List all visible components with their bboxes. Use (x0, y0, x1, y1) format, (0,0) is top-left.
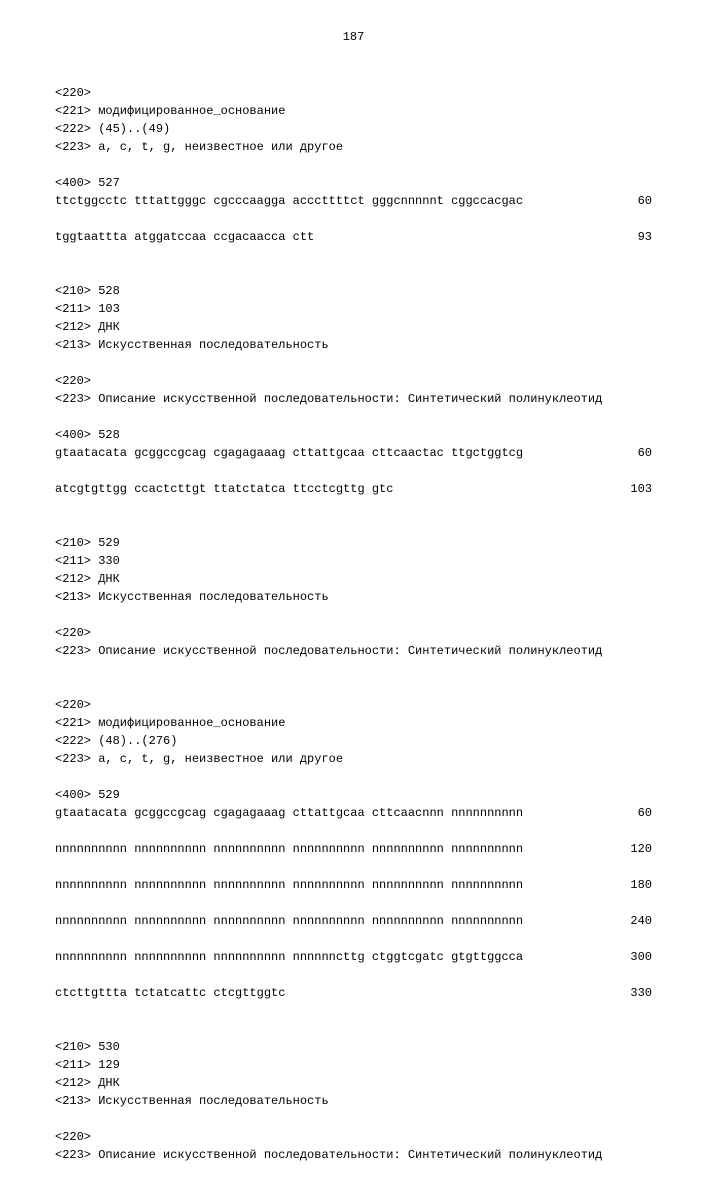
sequence-text: gtaatacata gcggccgcag cgagagaaag cttattg… (55, 444, 523, 462)
blank-line (55, 678, 652, 696)
blank-line (55, 1110, 652, 1128)
text-line: <211> 103 (55, 300, 652, 318)
blank-line (55, 1002, 652, 1020)
sequence-position: 103 (610, 480, 652, 498)
text-line: <221> модифицированное_основание (55, 714, 652, 732)
sequence-row: nnnnnnnnnn nnnnnnnnnn nnnnnnnnnn nnnnnnn… (55, 876, 652, 894)
sequence-text: ctcttgttta tctatcattc ctcgttggtc (55, 984, 285, 1002)
text-line: <210> 528 (55, 282, 652, 300)
sequence-row: nnnnnnnnnn nnnnnnnnnn nnnnnnnnnn nnnnnnn… (55, 912, 652, 930)
text-line: <400> 527 (55, 174, 652, 192)
sequence-position: 60 (618, 804, 652, 822)
sequence-text: nnnnnnnnnn nnnnnnnnnn nnnnnnnnnn nnnnnnn… (55, 840, 523, 858)
text-line: <213> Искусственная последовательность (55, 1092, 652, 1110)
text-line: <211> 330 (55, 552, 652, 570)
sequence-text: nnnnnnnnnn nnnnnnnnnn nnnnnnnnnn nnnnnnn… (55, 876, 523, 894)
text-line: <212> ДНК (55, 570, 652, 588)
text-line: <223> a, c, t, g, неизвестное или другое (55, 750, 652, 768)
text-line: <400> 528 (55, 426, 652, 444)
blank-line (55, 768, 652, 786)
text-line: <211> 129 (55, 1056, 652, 1074)
sequence-text: ttctggcctc tttattgggc cgcccaagga acccttt… (55, 192, 523, 210)
text-line: <210> 530 (55, 1038, 652, 1056)
blank-line (55, 894, 652, 912)
blank-line (55, 930, 652, 948)
text-line: <222> (48)..(276) (55, 732, 652, 750)
sequence-listing-body: <220><221> модифицированное_основание<22… (55, 84, 652, 1164)
text-line: <223> Описание искусственной последовате… (55, 390, 652, 408)
text-line: <222> (45)..(49) (55, 120, 652, 138)
text-line: <223> Описание искусственной последовате… (55, 642, 652, 660)
text-line: <221> модифицированное_основание (55, 102, 652, 120)
sequence-position: 120 (610, 840, 652, 858)
blank-line (55, 660, 652, 678)
sequence-row: nnnnnnnnnn nnnnnnnnnn nnnnnnnnnn nnnnnnn… (55, 840, 652, 858)
text-line: <220> (55, 696, 652, 714)
sequence-text: tggtaattta atggatccaa ccgacaacca ctt (55, 228, 314, 246)
text-line: <210> 529 (55, 534, 652, 552)
blank-line (55, 156, 652, 174)
blank-line (55, 1020, 652, 1038)
sequence-text: nnnnnnnnnn nnnnnnnnnn nnnnnnnnnn nnnnnnc… (55, 948, 523, 966)
text-line: <223> a, c, t, g, неизвестное или другое (55, 138, 652, 156)
sequence-position: 330 (610, 984, 652, 1002)
blank-line (55, 858, 652, 876)
blank-line (55, 408, 652, 426)
sequence-row: ctcttgttta tctatcattc ctcgttggtc 330 (55, 984, 652, 1002)
sequence-row: tggtaattta atggatccaa ccgacaacca ctt 93 (55, 228, 652, 246)
text-line: <212> ДНК (55, 1074, 652, 1092)
text-line: <212> ДНК (55, 318, 652, 336)
blank-line (55, 462, 652, 480)
page-number: 187 (55, 30, 652, 44)
sequence-text: nnnnnnnnnn nnnnnnnnnn nnnnnnnnnn nnnnnnn… (55, 912, 523, 930)
sequence-position: 240 (610, 912, 652, 930)
text-line: <220> (55, 84, 652, 102)
blank-line (55, 264, 652, 282)
sequence-position: 60 (618, 192, 652, 210)
sequence-row: ttctggcctc tttattgggc cgcccaagga acccttt… (55, 192, 652, 210)
text-line: <213> Искусственная последовательность (55, 336, 652, 354)
text-line: <400> 529 (55, 786, 652, 804)
sequence-text: gtaatacata gcggccgcag cgagagaaag cttattg… (55, 804, 523, 822)
blank-line (55, 822, 652, 840)
text-line: <220> (55, 372, 652, 390)
blank-line (55, 498, 652, 516)
sequence-row: gtaatacata gcggccgcag cgagagaaag cttattg… (55, 804, 652, 822)
blank-line (55, 246, 652, 264)
blank-line (55, 606, 652, 624)
blank-line (55, 516, 652, 534)
text-line: <213> Искусственная последовательность (55, 588, 652, 606)
sequence-row: gtaatacata gcggccgcag cgagagaaag cttattg… (55, 444, 652, 462)
text-line: <223> Описание искусственной последовате… (55, 1146, 652, 1164)
blank-line (55, 354, 652, 372)
page-content: 187 <220><221> модифицированное_основани… (0, 0, 707, 1194)
sequence-position: 300 (610, 948, 652, 966)
text-line: <220> (55, 624, 652, 642)
sequence-row: nnnnnnnnnn nnnnnnnnnn nnnnnnnnnn nnnnnnc… (55, 948, 652, 966)
blank-line (55, 966, 652, 984)
sequence-row: atcgtgttgg ccactcttgt ttatctatca ttcctcg… (55, 480, 652, 498)
sequence-text: atcgtgttgg ccactcttgt ttatctatca ttcctcg… (55, 480, 393, 498)
sequence-position: 60 (618, 444, 652, 462)
sequence-position: 180 (610, 876, 652, 894)
sequence-position: 93 (618, 228, 652, 246)
text-line: <220> (55, 1128, 652, 1146)
blank-line (55, 210, 652, 228)
